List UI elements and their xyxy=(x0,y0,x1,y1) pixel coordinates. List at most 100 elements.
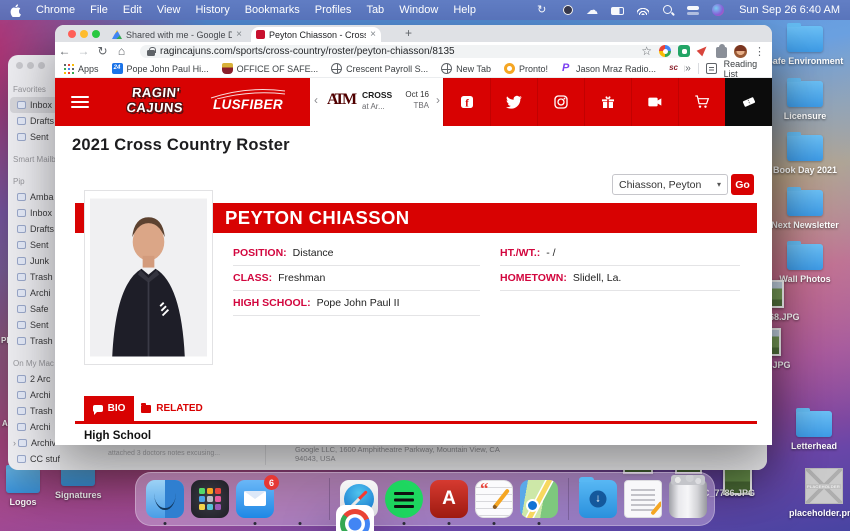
dock-item[interactable] xyxy=(146,480,184,518)
new-tab-button[interactable]: + xyxy=(405,26,413,40)
profile-avatar[interactable] xyxy=(734,44,747,58)
mail-sidebar-row[interactable]: 2 Arc xyxy=(8,371,60,387)
url-text[interactable]: ragincajuns.com/sports/cross-country/ros… xyxy=(160,45,455,57)
mail-sidebar-row[interactable]: Trash xyxy=(8,269,60,285)
bookmark-item[interactable]: Jason Mraz Radio... xyxy=(561,63,656,74)
mail-sidebar-row[interactable]: Archi xyxy=(8,285,60,301)
mail-sidebar-row[interactable]: Archi xyxy=(8,387,60,403)
bookmark-item[interactable]: Pope John Paul Hi... xyxy=(111,63,209,74)
bookmarks-overflow-button[interactable]: » xyxy=(685,63,691,74)
status-icon[interactable] xyxy=(686,3,700,17)
rocket-extension-icon[interactable] xyxy=(697,45,709,57)
window-controls[interactable] xyxy=(68,30,100,38)
roster-select[interactable]: Chiasson, Peyton ▾ xyxy=(612,174,728,195)
mail-sidebar-row[interactable]: Drafts xyxy=(8,113,60,129)
dock-item[interactable] xyxy=(191,480,229,518)
zoom-window-button[interactable] xyxy=(92,30,100,38)
mail-traffic-lights[interactable] xyxy=(16,62,45,69)
bookmark-item[interactable]: Apps xyxy=(63,63,99,74)
reload-button[interactable]: ↻ xyxy=(97,44,108,58)
bookmark-item[interactable]: Pope John Paul II... xyxy=(669,63,685,74)
mail-sidebar-row[interactable]: Trash xyxy=(8,333,60,349)
forward-button[interactable]: → xyxy=(77,44,90,58)
desktop-folder[interactable]: Licensure xyxy=(784,77,826,123)
mail-sidebar-row[interactable]: On My Mac xyxy=(13,358,54,368)
status-icon[interactable] xyxy=(586,3,600,17)
mail-sidebar-row[interactable]: Inbox xyxy=(8,205,60,221)
menu-item[interactable]: Edit xyxy=(122,4,142,16)
dock-item[interactable] xyxy=(430,480,468,518)
back-button[interactable]: ← xyxy=(58,44,71,58)
status-icon[interactable] xyxy=(711,3,725,17)
ragin-cajuns-logo[interactable]: RAGIN' CAJUNS xyxy=(125,85,184,115)
menu-item[interactable]: History xyxy=(195,4,230,16)
apple-menu-icon[interactable] xyxy=(10,3,21,17)
mail-sidebar-row[interactable]: Sent xyxy=(8,129,60,145)
dock-item[interactable] xyxy=(579,477,617,518)
mail-sidebar-row[interactable]: Safe xyxy=(8,301,60,317)
video-link[interactable] xyxy=(631,78,678,126)
close-window-button[interactable] xyxy=(68,30,76,38)
tab-peyton-chiasson[interactable]: Peyton Chiasson - Cross Coun × xyxy=(251,27,381,42)
desktop-folder[interactable]: Safe Environment xyxy=(767,23,843,68)
menu-item[interactable]: View xyxy=(156,4,181,16)
status-icon[interactable] xyxy=(636,3,650,17)
dock-item[interactable] xyxy=(565,478,572,520)
twitter-link[interactable] xyxy=(490,78,537,126)
bookmark-item[interactable]: OFFICE OF SAFE... xyxy=(221,63,318,74)
status-icon[interactable] xyxy=(561,3,575,17)
tab-bio[interactable]: BIO xyxy=(84,396,134,421)
menu-item[interactable]: Window xyxy=(399,4,439,16)
dock-item[interactable] xyxy=(520,480,558,518)
ticker-next-icon[interactable]: › xyxy=(436,93,440,107)
desktop-folder[interactable]: Next Newsletter xyxy=(771,186,839,232)
instagram-link[interactable] xyxy=(537,78,584,126)
menu-item[interactable]: Chrome xyxy=(36,4,76,16)
menu-item[interactable]: File xyxy=(90,4,108,16)
dock-item[interactable] xyxy=(475,479,513,518)
tab-related[interactable]: RELATED xyxy=(134,396,210,421)
mail-sidebar-row[interactable]: Junk xyxy=(8,253,60,269)
mail-sidebar-row[interactable]: Inbox xyxy=(10,97,58,113)
tickets-link[interactable] xyxy=(725,78,772,126)
mail-sidebar-row[interactable]: Trash xyxy=(8,403,60,419)
go-button[interactable]: Go xyxy=(731,174,754,195)
dock-item[interactable]: 6 xyxy=(236,475,279,518)
hamburger-menu-icon[interactable] xyxy=(71,96,89,99)
lock-icon[interactable] xyxy=(147,46,156,56)
dock-item[interactable] xyxy=(624,480,662,518)
extensions-puzzle-icon[interactable] xyxy=(716,43,727,58)
facebook-link[interactable]: f xyxy=(443,78,490,126)
desktop-folder[interactable]: Book Day 2021 xyxy=(773,132,837,177)
menu-bar-clock[interactable]: Sun Sep 26 6:40 AM xyxy=(739,4,840,16)
menu-item[interactable]: Bookmarks xyxy=(244,4,300,16)
mail-sidebar-row[interactable]: CC stuf xyxy=(8,451,60,467)
close-tab-icon[interactable]: × xyxy=(370,29,376,40)
desktop-folder[interactable]: Letterhead xyxy=(791,408,837,451)
dock-item[interactable] xyxy=(281,480,374,531)
reading-list-button[interactable]: Reading List xyxy=(723,58,758,79)
status-icon[interactable] xyxy=(661,3,675,17)
mail-sidebar-row[interactable]: Sent xyxy=(8,317,60,333)
desktop-folder[interactable]: Logos xyxy=(6,465,40,507)
mail-sidebar-row[interactable]: Archi xyxy=(8,419,60,435)
mail-message-snippet[interactable]: attached 3 doctors notes excusing... xyxy=(108,450,221,457)
giving-link[interactable] xyxy=(584,78,631,126)
dock-item[interactable] xyxy=(326,478,333,520)
mail-sidebar-row[interactable]: Sent xyxy=(8,237,60,253)
status-icon[interactable] xyxy=(611,3,625,17)
bookmark-item[interactable]: New Tab xyxy=(441,63,491,74)
dock-item[interactable] xyxy=(669,475,707,518)
tab-google-drive[interactable]: Shared with me - Google Drive × xyxy=(107,27,247,42)
menu-item[interactable]: Tab xyxy=(366,4,385,16)
minimize-window-button[interactable] xyxy=(80,30,88,38)
google-extension-icon[interactable] xyxy=(659,45,671,57)
lus-fiber-logo[interactable]: LUSFIBER xyxy=(210,89,286,112)
mail-sidebar-row[interactable]: Smart Mailb xyxy=(13,154,56,164)
bookmark-item[interactable]: Pronto! xyxy=(503,63,548,74)
desktop-file-placeholder[interactable]: PLACEHOLDER placeholder.png xyxy=(789,468,850,518)
green-extension-icon[interactable] xyxy=(678,45,690,57)
desktop-folder[interactable]: Wall Photos xyxy=(779,241,831,286)
chrome-menu-icon[interactable]: ⋮ xyxy=(754,45,765,58)
close-tab-icon[interactable]: × xyxy=(236,29,242,40)
